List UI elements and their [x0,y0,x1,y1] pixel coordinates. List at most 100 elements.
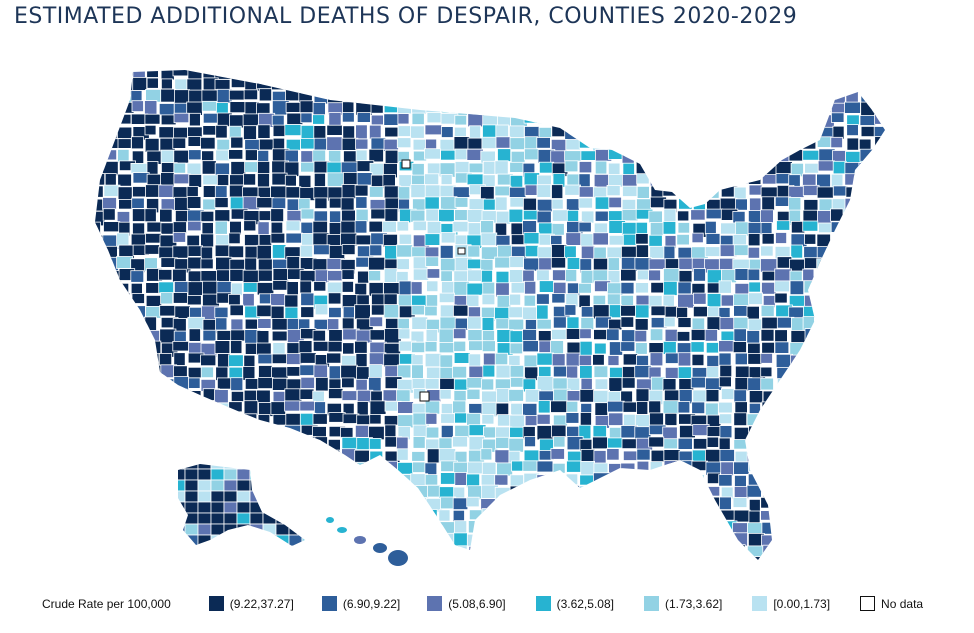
county [228,414,242,427]
county [536,304,549,320]
county [579,412,592,428]
county [271,366,289,379]
county [481,293,496,306]
county [262,523,277,536]
county [832,533,845,548]
county [830,486,845,499]
legend-item: (6.90,9.22] [321,596,400,611]
legend-item: [0.00,1.73] [752,596,830,611]
county [816,520,829,535]
county [846,329,859,342]
county [608,463,623,477]
county [776,389,793,400]
county [368,70,384,81]
county [271,244,287,259]
county [271,353,289,365]
county [197,523,212,536]
county [481,558,497,560]
county [802,390,818,406]
county [300,376,315,389]
county [396,137,412,149]
county [481,390,498,403]
county [621,377,636,389]
county [454,148,469,161]
county [845,460,859,476]
county [384,70,398,78]
county [620,510,634,526]
county [693,292,707,305]
county [440,413,456,424]
county [102,208,116,221]
county [188,570,201,582]
county [300,161,317,173]
county [327,76,344,90]
county [678,257,694,270]
county [608,377,623,393]
county [524,280,537,295]
county [523,112,542,124]
county [262,512,277,525]
county [889,509,900,523]
county [202,329,217,342]
county [889,317,900,327]
county [301,501,305,514]
county [565,232,582,246]
county [662,473,675,488]
county [818,342,835,356]
county [184,479,199,492]
county [439,377,457,390]
county [719,496,732,511]
county [230,161,247,176]
county [440,126,454,138]
county [580,402,593,414]
county [145,520,161,535]
county [679,508,693,524]
county [859,376,875,388]
county [341,448,357,462]
county [243,400,259,416]
county [160,292,174,305]
county [438,328,454,344]
county [313,570,326,583]
county [368,256,386,271]
county [469,569,481,579]
county [398,328,411,340]
county [341,510,357,522]
county [581,532,597,544]
county [228,245,245,258]
county [95,198,104,212]
county [188,149,202,161]
county [565,269,578,283]
county [244,413,258,429]
county [355,149,368,162]
county [258,138,275,151]
county [733,137,748,152]
county [270,208,285,222]
county [262,501,277,514]
county [95,520,109,532]
county [132,70,146,78]
county [326,352,342,364]
county [732,341,747,354]
county [844,197,862,213]
county [595,484,609,497]
county [747,160,763,177]
county [102,304,119,320]
county [438,544,454,559]
county [845,520,859,536]
county [118,508,132,523]
county [607,355,620,366]
county [720,532,737,544]
county [270,76,288,91]
county [833,90,846,105]
county [858,402,873,414]
county [301,545,305,546]
county [524,244,539,258]
county [118,292,131,304]
county [760,137,778,153]
county [872,462,885,475]
county [288,534,303,546]
county [313,125,327,140]
county [466,496,480,508]
county [649,545,666,557]
